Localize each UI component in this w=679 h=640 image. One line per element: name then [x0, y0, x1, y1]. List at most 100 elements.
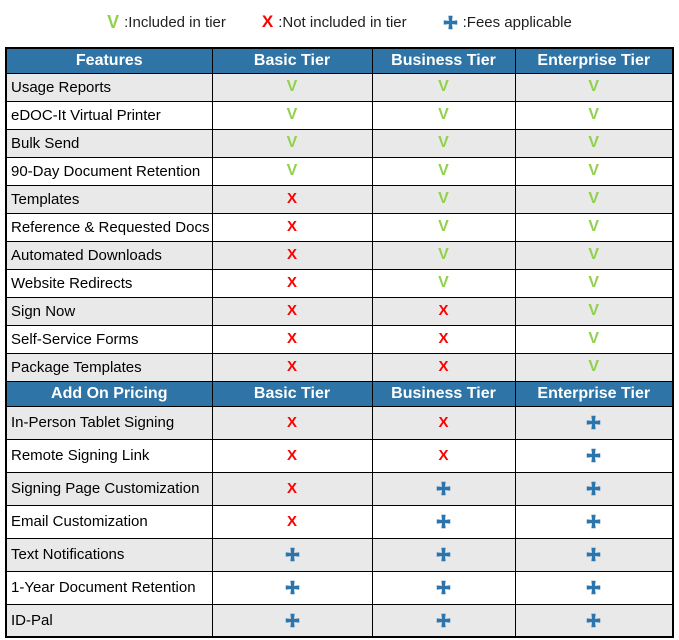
check-cell: V [371, 100, 516, 130]
check-cell: V [514, 212, 674, 242]
tier-comparison-table: Features Basic Tier Business Tier Enterpris… [5, 47, 674, 638]
check-icon: V [588, 302, 600, 319]
check-cell: V [371, 156, 516, 186]
feature-name: Text Notifications [5, 537, 213, 572]
plus-cell [371, 504, 516, 539]
plus-cell [371, 537, 516, 572]
cross-icon: X [286, 479, 297, 497]
check-icon: V [438, 106, 449, 123]
check-cell: V [514, 268, 674, 298]
cross-icon: X [286, 190, 297, 207]
cross-icon: X [286, 274, 297, 291]
check-cell: V [514, 184, 674, 214]
cross-cell: X [371, 405, 516, 440]
check-icon: V [438, 246, 449, 263]
plus-cell [514, 438, 674, 473]
cross-cell: X [211, 212, 373, 242]
check-cell: V [371, 72, 516, 102]
table-row: Website Redirects X V V [5, 268, 674, 298]
tier-column-header: Enterprise Tier [514, 47, 674, 74]
check-icon: V [286, 162, 298, 179]
check-cell: V [514, 240, 674, 270]
cross-icon: X [286, 512, 297, 530]
plus-icon [587, 415, 601, 430]
cross-cell: X [211, 352, 373, 382]
feature-name: Website Redirects [5, 268, 213, 298]
check-icon: V [588, 78, 600, 95]
plus-icon [436, 514, 451, 529]
table-row: Bulk Send V V V [5, 128, 674, 158]
table-row: Email Customization X [5, 504, 674, 539]
plus-cell [514, 405, 674, 440]
feature-name: Bulk Send [5, 128, 213, 158]
check-icon: V [588, 134, 600, 151]
check-icon: V [588, 162, 600, 179]
table-row: Sign Now X X V [5, 296, 674, 326]
check-cell: V [514, 324, 674, 354]
table-row: In-Person Tablet Signing X X [5, 405, 674, 440]
check-cell: V [514, 100, 674, 130]
cross-cell: X [211, 471, 373, 506]
check-icon: V [438, 134, 449, 151]
cross-cell: X [211, 438, 373, 473]
cross-cell: X [371, 352, 516, 382]
check-icon: V [588, 274, 600, 291]
addon-pricing-header: Add On Pricing [5, 380, 213, 407]
feature-name: Self-Service Forms [5, 324, 213, 354]
feature-name: 90-Day Document Retention [5, 156, 213, 186]
cross-icon: X [261, 12, 274, 31]
table-row: 90-Day Document Retention V V V [5, 156, 674, 186]
feature-name: ID-Pal [5, 603, 213, 638]
legend-item-fees: :Fees applicable [443, 14, 572, 31]
cross-cell: X [211, 405, 373, 440]
check-icon: V [588, 358, 600, 375]
check-icon: V [438, 190, 449, 207]
cross-cell: X [211, 504, 373, 539]
check-cell: V [371, 128, 516, 158]
cross-icon: X [286, 413, 297, 431]
check-cell: V [371, 240, 516, 270]
feature-name: Automated Downloads [5, 240, 213, 270]
cross-cell: X [211, 296, 373, 326]
features-section: Features Basic Tier Business Tier Enterpris… [5, 47, 674, 382]
cross-cell: X [211, 184, 373, 214]
plus-cell [514, 603, 674, 638]
plus-icon [436, 613, 451, 627]
check-cell: V [514, 352, 674, 382]
feature-name: Reference & Requested Docs [5, 212, 213, 242]
plus-cell [211, 570, 373, 605]
cross-icon: X [438, 446, 449, 464]
cross-cell: X [211, 268, 373, 298]
legend-item-not-included: X :Not included in tier [262, 13, 407, 31]
check-icon: V [107, 11, 120, 32]
plus-icon [285, 580, 299, 595]
table-row: Remote Signing Link X X [5, 438, 674, 473]
check-icon: V [286, 106, 298, 123]
cross-cell: X [371, 324, 516, 354]
cross-cell: X [371, 438, 516, 473]
cross-icon: X [286, 246, 297, 263]
plus-cell [211, 537, 373, 572]
plus-cell [514, 471, 674, 506]
check-icon: V [438, 218, 449, 235]
plus-cell [371, 603, 516, 638]
check-cell: V [371, 184, 516, 214]
plus-cell [371, 471, 516, 506]
check-cell: V [371, 212, 516, 242]
plus-cell [371, 570, 516, 605]
feature-name: Package Templates [5, 352, 213, 382]
cross-icon: X [286, 302, 297, 319]
table-row: Templates X V V [5, 184, 674, 214]
check-cell: V [211, 128, 373, 158]
table-row: Signing Page Customization X [5, 471, 674, 506]
table-row: eDOC-It Virtual Printer V V V [5, 100, 674, 130]
legend: V :Included in tier X :Not included in t… [0, 0, 679, 35]
check-cell: V [514, 296, 674, 326]
cross-icon: X [438, 302, 449, 319]
legend-cross-slot: X [262, 13, 273, 31]
legend-check-slot: V [107, 13, 119, 32]
feature-name: In-Person Tablet Signing [5, 405, 213, 440]
feature-name: Remote Signing Link [5, 438, 213, 473]
check-icon: V [588, 246, 600, 263]
tier-column-header: Business Tier [371, 380, 516, 407]
